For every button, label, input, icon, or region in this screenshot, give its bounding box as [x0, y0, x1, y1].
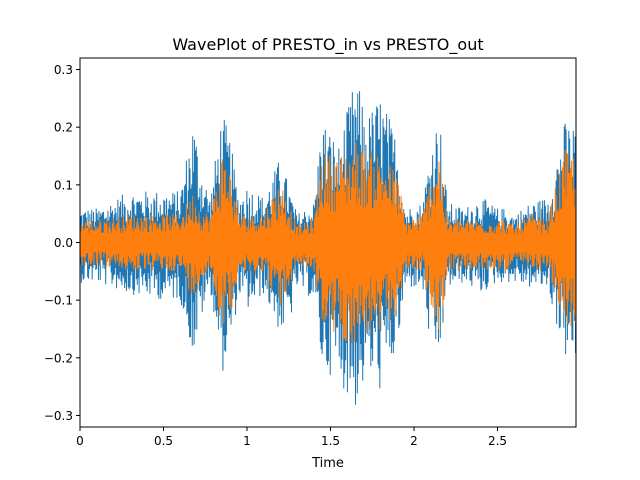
plot-area: [79, 91, 577, 405]
y-tick-label: −0.2: [44, 351, 73, 365]
x-tick-label: 0.5: [154, 434, 173, 448]
chart-title: WavePlot of PRESTO_in vs PRESTO_out: [172, 35, 483, 55]
x-tick-label: 1: [243, 434, 251, 448]
y-axis: 0.3 0.2 0.1 0.0 −0.1 −0.2 −0.3: [44, 63, 80, 423]
x-tick-label: 2: [410, 434, 418, 448]
y-tick-label: 0.2: [54, 121, 73, 135]
x-tick-label: 0: [76, 434, 84, 448]
y-tick-label: 0.0: [54, 236, 73, 250]
waveform-series-2: [79, 142, 577, 344]
x-axis: 0 0.5 1 1.5 2 2.5: [76, 427, 507, 448]
y-tick-label: 0.3: [54, 63, 73, 77]
plot-frame: [79, 57, 577, 428]
x-tick-label: 2.5: [488, 434, 507, 448]
x-tick-label: 1.5: [321, 434, 340, 448]
x-axis-label: Time: [311, 456, 344, 471]
y-tick-label: −0.3: [44, 409, 73, 423]
y-tick-label: 0.1: [54, 178, 73, 192]
y-tick-label: −0.1: [44, 294, 73, 308]
